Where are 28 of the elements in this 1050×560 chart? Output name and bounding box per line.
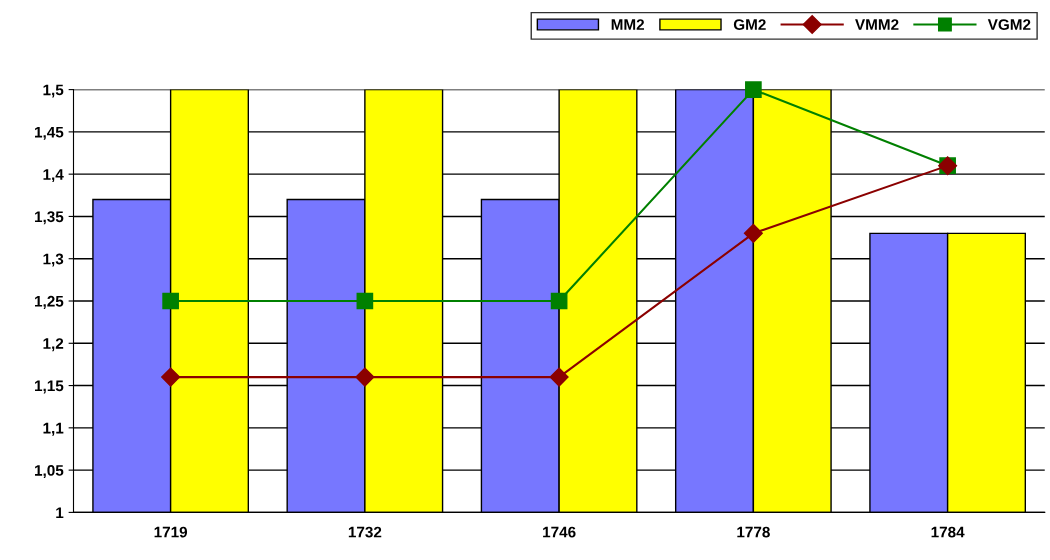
legend-label: MM2: [611, 19, 645, 30]
x-tick-label: 1746: [543, 526, 576, 538]
y-tick-label: 1,25: [35, 295, 64, 309]
point: [356, 292, 374, 310]
point: [549, 367, 569, 387]
legend-label: GM2: [733, 19, 766, 31]
point: [550, 292, 568, 310]
point: [745, 81, 762, 98]
x-tick-label: 1778: [737, 526, 770, 538]
point: [161, 367, 181, 387]
y-tick-label: 1,1: [43, 422, 64, 436]
legend-label: VMM2: [855, 19, 899, 30]
point: [162, 292, 179, 310]
x-tick-label: 1732: [348, 526, 382, 538]
y-tick-label: 1,45: [35, 126, 64, 140]
x-tick-label: 1784: [931, 526, 965, 538]
y-tick-label: 1,3: [43, 253, 64, 267]
point: [355, 367, 375, 387]
legend-label: VGM2: [987, 19, 1031, 31]
y-tick-label: 1: [56, 507, 64, 518]
y-tick-label: 1,5: [43, 84, 64, 98]
y-tick-label: 1,15: [35, 380, 64, 394]
point: [743, 223, 763, 243]
y-tick-label: 1,4: [43, 169, 64, 183]
y-tick-label: 1,35: [35, 211, 64, 225]
x-tick-label: 1719: [154, 526, 188, 538]
y-tick-label: 1,05: [35, 464, 64, 479]
y-tick-label: 1,2: [43, 338, 64, 352]
